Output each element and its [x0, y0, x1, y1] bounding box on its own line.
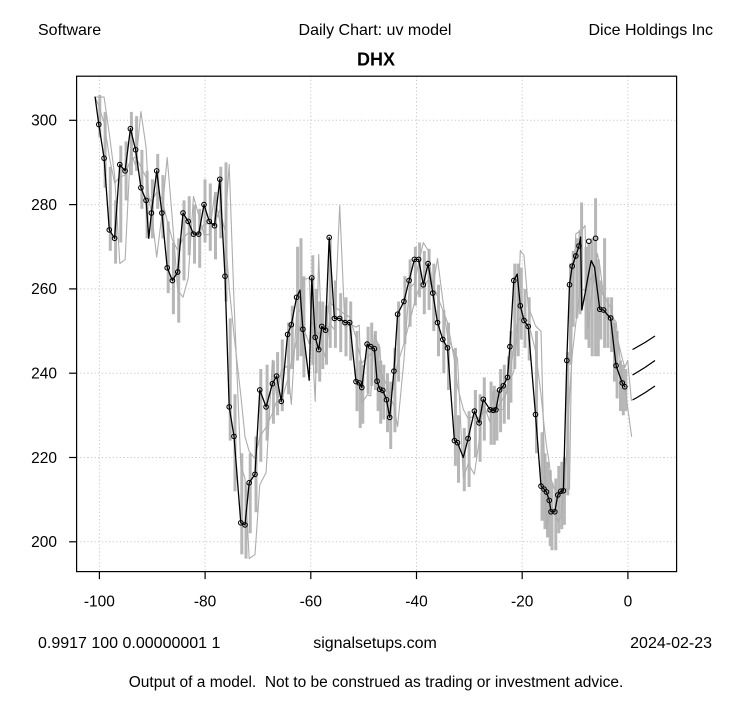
svg-text:0: 0 — [624, 594, 633, 611]
svg-text:Daily Chart: uv model: Daily Chart: uv model — [299, 22, 452, 39]
svg-text:260: 260 — [31, 281, 57, 298]
svg-text:-60: -60 — [300, 594, 323, 611]
svg-text:300: 300 — [31, 113, 57, 130]
svg-text:-80: -80 — [194, 594, 217, 611]
svg-text:DHX: DHX — [357, 50, 395, 70]
svg-text:signalsetups.com: signalsetups.com — [313, 635, 437, 652]
svg-text:280: 280 — [31, 197, 57, 214]
svg-text:Dice Holdings Inc: Dice Holdings Inc — [589, 22, 714, 39]
svg-text:220: 220 — [31, 450, 57, 467]
svg-text:2024-02-23: 2024-02-23 — [630, 635, 712, 652]
svg-text:Output of a model. Not to be: Output of a model. Not to be construed a… — [129, 674, 624, 691]
svg-text:0.9917 100 0.00000001 1: 0.9917 100 0.00000001 1 — [38, 635, 221, 652]
svg-text:200: 200 — [31, 534, 57, 551]
svg-text:-100: -100 — [84, 594, 115, 611]
svg-text:-40: -40 — [405, 594, 428, 611]
svg-text:240: 240 — [31, 366, 57, 383]
svg-text:Software: Software — [38, 22, 101, 39]
svg-text:-20: -20 — [511, 594, 534, 611]
